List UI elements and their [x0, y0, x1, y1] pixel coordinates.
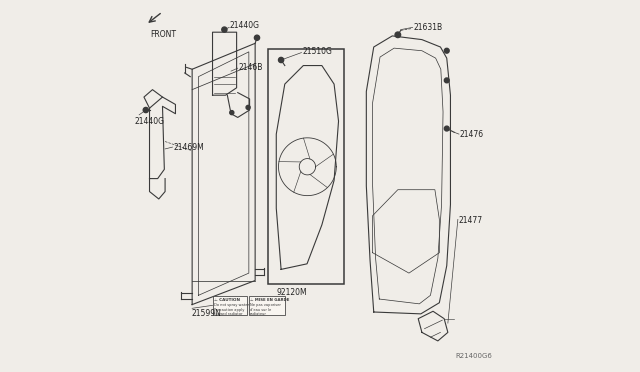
Text: 21599N: 21599N: [191, 310, 221, 318]
Text: FRONT: FRONT: [150, 29, 176, 39]
Text: 21476: 21476: [460, 130, 484, 140]
Text: toward radiator: toward radiator: [214, 312, 242, 316]
Text: 21469M: 21469M: [173, 142, 204, 151]
Circle shape: [278, 57, 284, 62]
Text: Precaution apply: Precaution apply: [214, 308, 244, 312]
Text: 2146B: 2146B: [239, 63, 263, 72]
Circle shape: [143, 108, 148, 113]
Bar: [249, 296, 285, 315]
Text: radiateur: radiateur: [250, 312, 267, 316]
Text: ⚠ CAUTION: ⚠ CAUTION: [214, 298, 239, 302]
Text: 21510G: 21510G: [302, 47, 332, 56]
Text: R21400G6: R21400G6: [455, 353, 492, 359]
Circle shape: [255, 35, 260, 40]
Text: ⚠ MISE EN GARDE: ⚠ MISE EN GARDE: [250, 298, 289, 302]
Text: 21631B: 21631B: [413, 23, 442, 32]
Text: 92120M: 92120M: [277, 288, 307, 297]
Circle shape: [395, 32, 401, 38]
Text: Ne pas vaporiser: Ne pas vaporiser: [250, 304, 281, 308]
Circle shape: [246, 105, 250, 109]
Circle shape: [444, 126, 449, 131]
Circle shape: [444, 48, 449, 53]
Text: d'eau sur le: d'eau sur le: [250, 308, 271, 312]
Circle shape: [444, 78, 449, 83]
Bar: [268, 49, 344, 284]
Text: Do not spray water: Do not spray water: [214, 304, 248, 308]
Text: 21440G: 21440G: [134, 117, 164, 126]
Text: 21477: 21477: [459, 216, 483, 225]
Circle shape: [222, 27, 227, 32]
Circle shape: [230, 110, 234, 115]
Text: 21440G: 21440G: [230, 22, 260, 31]
Bar: [212, 296, 246, 315]
